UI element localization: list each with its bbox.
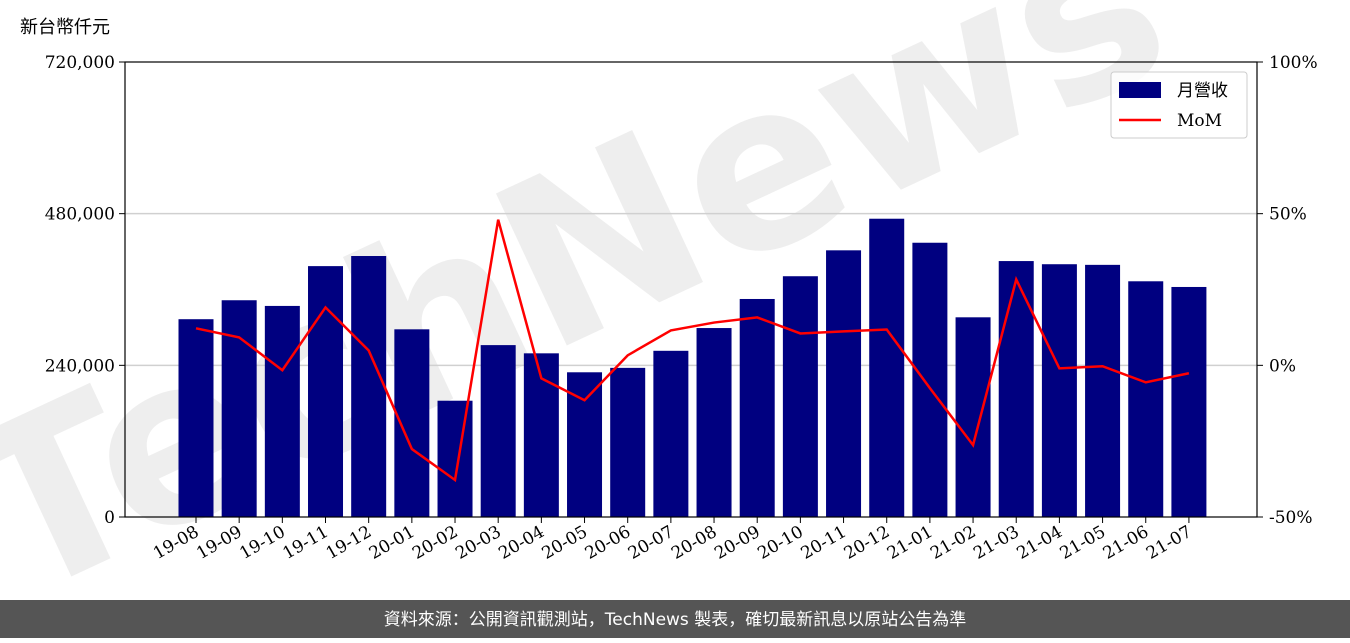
plot-frame: [124, 61, 1258, 518]
x-tick-label: 20-06: [582, 522, 634, 564]
y2-tick-label: 100%: [1269, 53, 1318, 73]
bar: [480, 345, 516, 517]
bar: [567, 372, 603, 517]
bar: [998, 261, 1034, 517]
x-tick-label: 21-02: [927, 522, 979, 564]
bar: [523, 353, 559, 517]
x-tick-label: 19-12: [323, 522, 375, 564]
x-tick-label: 21-07: [1143, 522, 1195, 564]
bar: [221, 300, 257, 517]
y-tick-label: 240,000: [45, 356, 115, 376]
x-tick-label: 20-11: [798, 522, 850, 564]
bar: [351, 256, 387, 517]
bar: [739, 298, 775, 517]
x-tick-label: 21-05: [1057, 522, 1109, 564]
x-tick-label: 21-06: [1100, 522, 1152, 564]
x-tick-label: 20-03: [452, 522, 504, 564]
y-axis-label: 新台幣仟元: [20, 17, 110, 38]
bar: [610, 367, 646, 517]
x-tick-label: 20-08: [668, 522, 720, 564]
y-tick-label: 480,000: [45, 205, 115, 225]
footer-text: 資料來源：公開資訊觀測站，TechNews 製表，確切最新訊息以原站公告為準: [384, 610, 966, 630]
bar: [826, 250, 862, 517]
y2-tick-label: 0%: [1269, 356, 1296, 376]
bar: [1171, 286, 1207, 517]
x-tick-label: 20-07: [625, 522, 677, 564]
bar: [653, 350, 689, 517]
bar: [1085, 264, 1121, 517]
bar: [264, 305, 300, 517]
x-tick-label: 20-12: [841, 522, 893, 564]
bar: [178, 319, 214, 517]
y-tick-label: 720,000: [45, 53, 115, 73]
bar: [1041, 264, 1077, 517]
y2-tick-label: -50%: [1269, 508, 1313, 528]
bar: [912, 242, 948, 517]
bar: [308, 266, 344, 517]
bar: [869, 218, 905, 517]
y-tick-label: 0: [104, 508, 115, 528]
x-tick-label: 20-02: [409, 522, 461, 564]
bar: [1128, 281, 1164, 517]
legend-label: 月營收: [1177, 81, 1228, 101]
bar: [696, 328, 732, 517]
x-tick-label: 20-01: [366, 522, 418, 564]
legend-label: MoM: [1177, 111, 1222, 131]
x-tick-label: 21-04: [1013, 522, 1065, 564]
footer-bar: [0, 600, 1350, 638]
x-tick-label: 20-10: [754, 522, 806, 564]
bar: [782, 276, 818, 517]
x-tick-label: 21-01: [884, 522, 936, 564]
line: [195, 219, 1190, 483]
bar: [437, 400, 473, 517]
x-tick-label: 21-03: [970, 522, 1022, 564]
y2-tick-label: 50%: [1269, 205, 1307, 225]
x-tick-label: 20-04: [495, 522, 547, 564]
bar: [955, 317, 991, 517]
x-tick-label: 20-05: [539, 522, 591, 564]
x-tick-label: 20-09: [711, 522, 763, 564]
legend-swatch: [1119, 82, 1161, 98]
